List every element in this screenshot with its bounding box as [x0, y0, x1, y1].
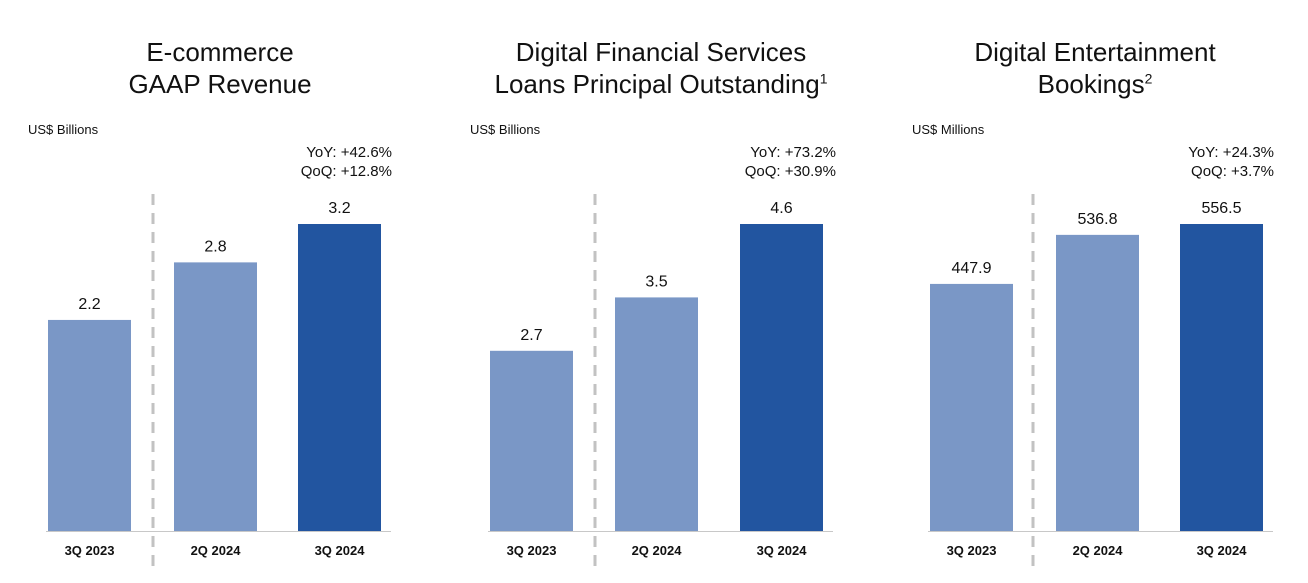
- bar: [48, 319, 131, 531]
- bar: [615, 297, 698, 531]
- category-label: 2Q 2024: [1073, 543, 1124, 558]
- bar-value-label: 447.9: [951, 260, 991, 277]
- chart-panel-ecommerce: E-commerce GAAP Revenue US$ Billions YoY…: [0, 0, 440, 583]
- bar-chart-ecommerce: 2.2 3Q 2023 2.8 2Q 2024 3.2 3Q 2024: [46, 194, 391, 566]
- bar-value-label: 2.7: [520, 327, 542, 344]
- unit-label: US$ Millions: [912, 122, 985, 137]
- chart-title-line-2: Bookings2: [882, 68, 1308, 100]
- bar: [740, 224, 823, 531]
- chart-panel-dfs: Digital Financial Services Loans Princip…: [440, 0, 882, 583]
- yoy-change: YoY: +73.2%: [750, 144, 836, 161]
- unit-label: US$ Billions: [28, 122, 99, 137]
- bar-value-label: 2.8: [204, 238, 226, 255]
- bar: [490, 350, 573, 531]
- chart-title-line-1: E-commerce: [146, 37, 294, 67]
- category-label: 3Q 2024: [315, 543, 366, 558]
- bar-value-label: 3.5: [645, 273, 667, 290]
- chart-title-line-1: Digital Financial Services: [515, 37, 807, 67]
- category-label: 3Q 2023: [507, 543, 557, 558]
- bar-value-label: 3.2: [328, 200, 350, 217]
- chart-title: Digital Entertainment Bookings2: [882, 36, 1308, 100]
- chart-title-line-2-text: GAAP Revenue: [128, 69, 312, 99]
- yoy-change: YoY: +42.6%: [306, 144, 392, 161]
- bar: [1056, 234, 1139, 532]
- footnote-marker: 2: [1144, 70, 1153, 87]
- bar-chart-dfs: 2.7 3Q 2023 3.5 2Q 2024 4.6 3Q 2024: [488, 194, 833, 566]
- category-label: 2Q 2024: [191, 543, 242, 558]
- category-label: 3Q 2023: [947, 543, 997, 558]
- chart-title-line-2: GAAP Revenue: [0, 68, 440, 100]
- unit-label: US$ Billions: [470, 122, 541, 137]
- qoq-change: QoQ: +30.9%: [744, 163, 836, 180]
- yoy-change: YoY: +24.3%: [1188, 144, 1274, 161]
- chart-title: E-commerce GAAP Revenue: [0, 36, 440, 100]
- chart-title: Digital Financial Services Loans Princip…: [440, 36, 882, 100]
- change-box: YoY: +73.2% QoQ: +30.9%: [702, 143, 836, 181]
- category-label: 3Q 2023: [65, 543, 115, 558]
- chart-title-line-2-text: Bookings: [1037, 69, 1145, 99]
- chart-panel-entertainment: Digital Entertainment Bookings2 US$ Mill…: [882, 0, 1308, 583]
- bar-value-label: 2.2: [78, 296, 100, 313]
- bar: [1180, 224, 1263, 531]
- bar: [174, 262, 257, 531]
- chart-title-line-2: Loans Principal Outstanding1: [440, 68, 882, 100]
- change-box: YoY: +24.3% QoQ: +3.7%: [1144, 143, 1274, 181]
- bar: [298, 224, 381, 531]
- bar-value-label: 4.6: [770, 200, 792, 217]
- bar-value-label: 556.5: [1201, 200, 1241, 217]
- change-box: YoY: +42.6% QoQ: +12.8%: [260, 143, 392, 181]
- bar-chart-entertainment: 447.9 3Q 2023 536.8 2Q 2024 556.5 3Q 2024: [928, 194, 1273, 566]
- chart-title-line-1: Digital Entertainment: [974, 37, 1216, 67]
- footnote-marker: 1: [819, 70, 828, 87]
- category-label: 3Q 2024: [1197, 543, 1248, 558]
- category-label: 3Q 2024: [757, 543, 808, 558]
- category-label: 2Q 2024: [632, 543, 683, 558]
- bar: [930, 283, 1013, 531]
- bar-value-label: 536.8: [1077, 211, 1117, 228]
- chart-title-line-2-text: Loans Principal Outstanding: [494, 69, 820, 99]
- qoq-change: QoQ: +12.8%: [300, 163, 392, 180]
- qoq-change: QoQ: +3.7%: [1191, 163, 1274, 180]
